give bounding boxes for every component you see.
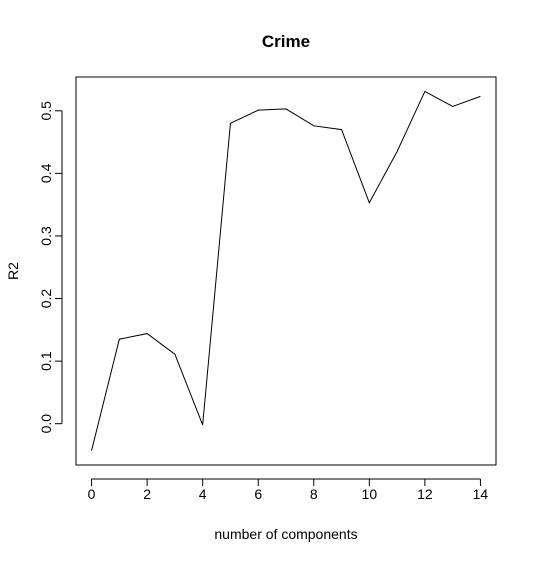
x-tick-label: 14 — [473, 486, 489, 502]
y-tick-label: 0.2 — [38, 289, 54, 309]
x-axis-label: number of components — [214, 526, 357, 542]
plot-frame — [75, 76, 497, 466]
x-tick-label: 10 — [362, 486, 378, 502]
x-axis: 0 2 4 6 8 10 12 14 — [88, 478, 489, 502]
chart-title: Crime — [262, 32, 310, 51]
y-tick-label: 0.5 — [38, 101, 54, 121]
y-tick-label: 0.0 — [38, 414, 54, 434]
x-tick-label: 6 — [254, 486, 262, 502]
x-tick-label: 2 — [143, 486, 151, 502]
y-tick-label: 0.4 — [38, 163, 54, 183]
series-line — [91, 90, 481, 451]
y-tick-label: 0.3 — [38, 226, 54, 246]
y-tick-label: 0.1 — [38, 351, 54, 371]
x-tick-label: 12 — [417, 486, 433, 502]
x-tick-label: 4 — [199, 486, 207, 502]
y-axis: 0.0 0.1 0.2 0.3 0.4 0.5 — [38, 101, 63, 434]
x-tick-label: 8 — [310, 486, 318, 502]
series-group — [91, 90, 481, 451]
x-tick-label: 0 — [88, 486, 96, 502]
y-axis-label: R2 — [5, 262, 21, 280]
